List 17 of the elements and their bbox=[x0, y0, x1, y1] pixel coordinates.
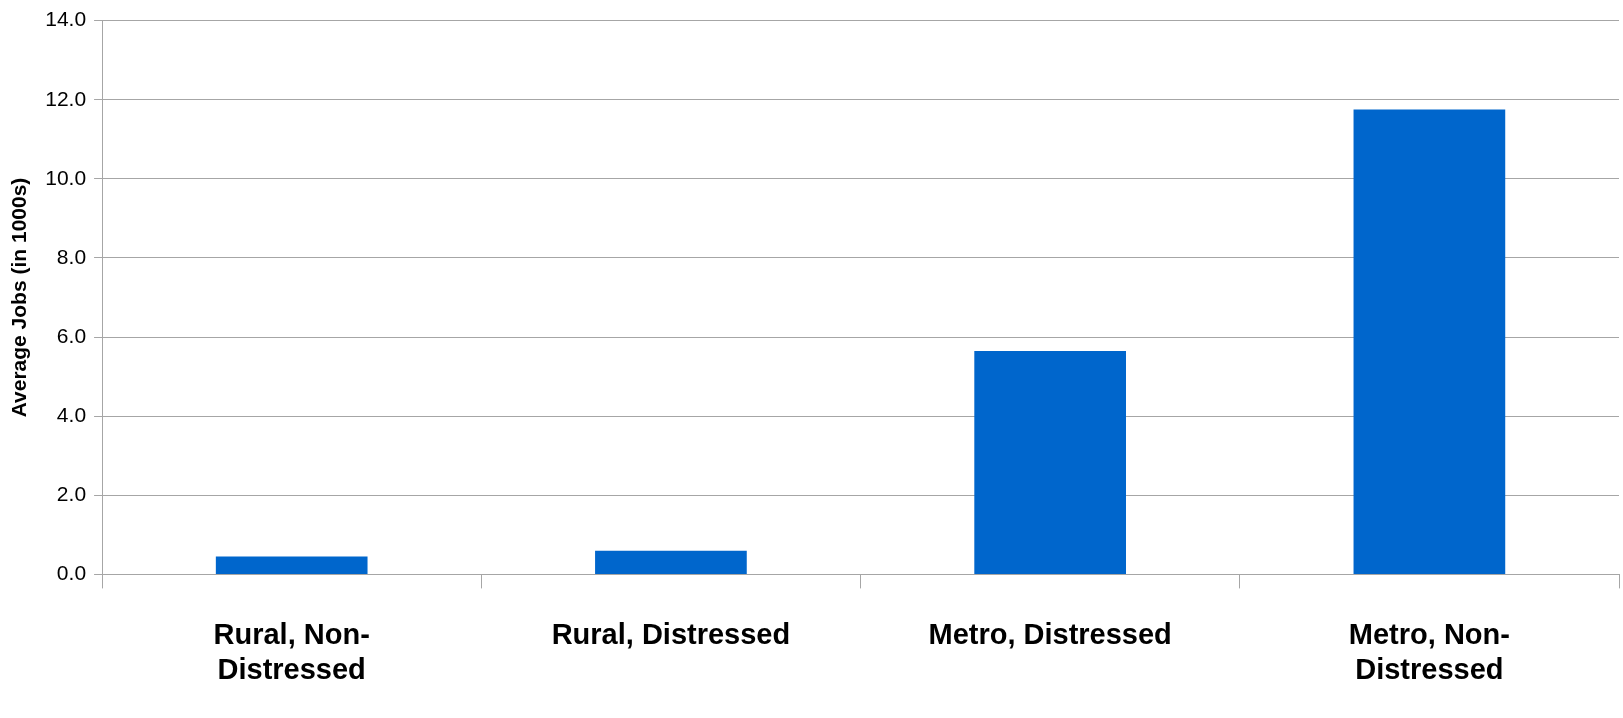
y-tick-label: 8.0 bbox=[56, 244, 87, 268]
bar bbox=[1353, 109, 1506, 574]
x-tick-label: Metro, Distressed bbox=[928, 617, 1172, 650]
y-tick-label: 0.0 bbox=[56, 561, 87, 585]
bar bbox=[595, 550, 747, 574]
x-tick-label: Rural, Non-Distressed bbox=[213, 617, 370, 685]
bar bbox=[215, 556, 368, 574]
y-tick-label: 2.0 bbox=[56, 482, 87, 506]
x-tick-label: Metro, Non-Distressed bbox=[1348, 617, 1510, 685]
y-tick-label: 12.0 bbox=[45, 86, 87, 110]
y-tick-label: 4.0 bbox=[56, 402, 87, 426]
bar bbox=[974, 350, 1126, 574]
x-tick-label: Rural, Distressed bbox=[551, 617, 791, 650]
y-tick-label: 6.0 bbox=[56, 323, 87, 347]
y-tick-label: 10.0 bbox=[45, 165, 87, 189]
y-tick-label: 14.0 bbox=[45, 7, 87, 31]
y-axis-title: Average Jobs (in 1000s) bbox=[7, 177, 31, 418]
